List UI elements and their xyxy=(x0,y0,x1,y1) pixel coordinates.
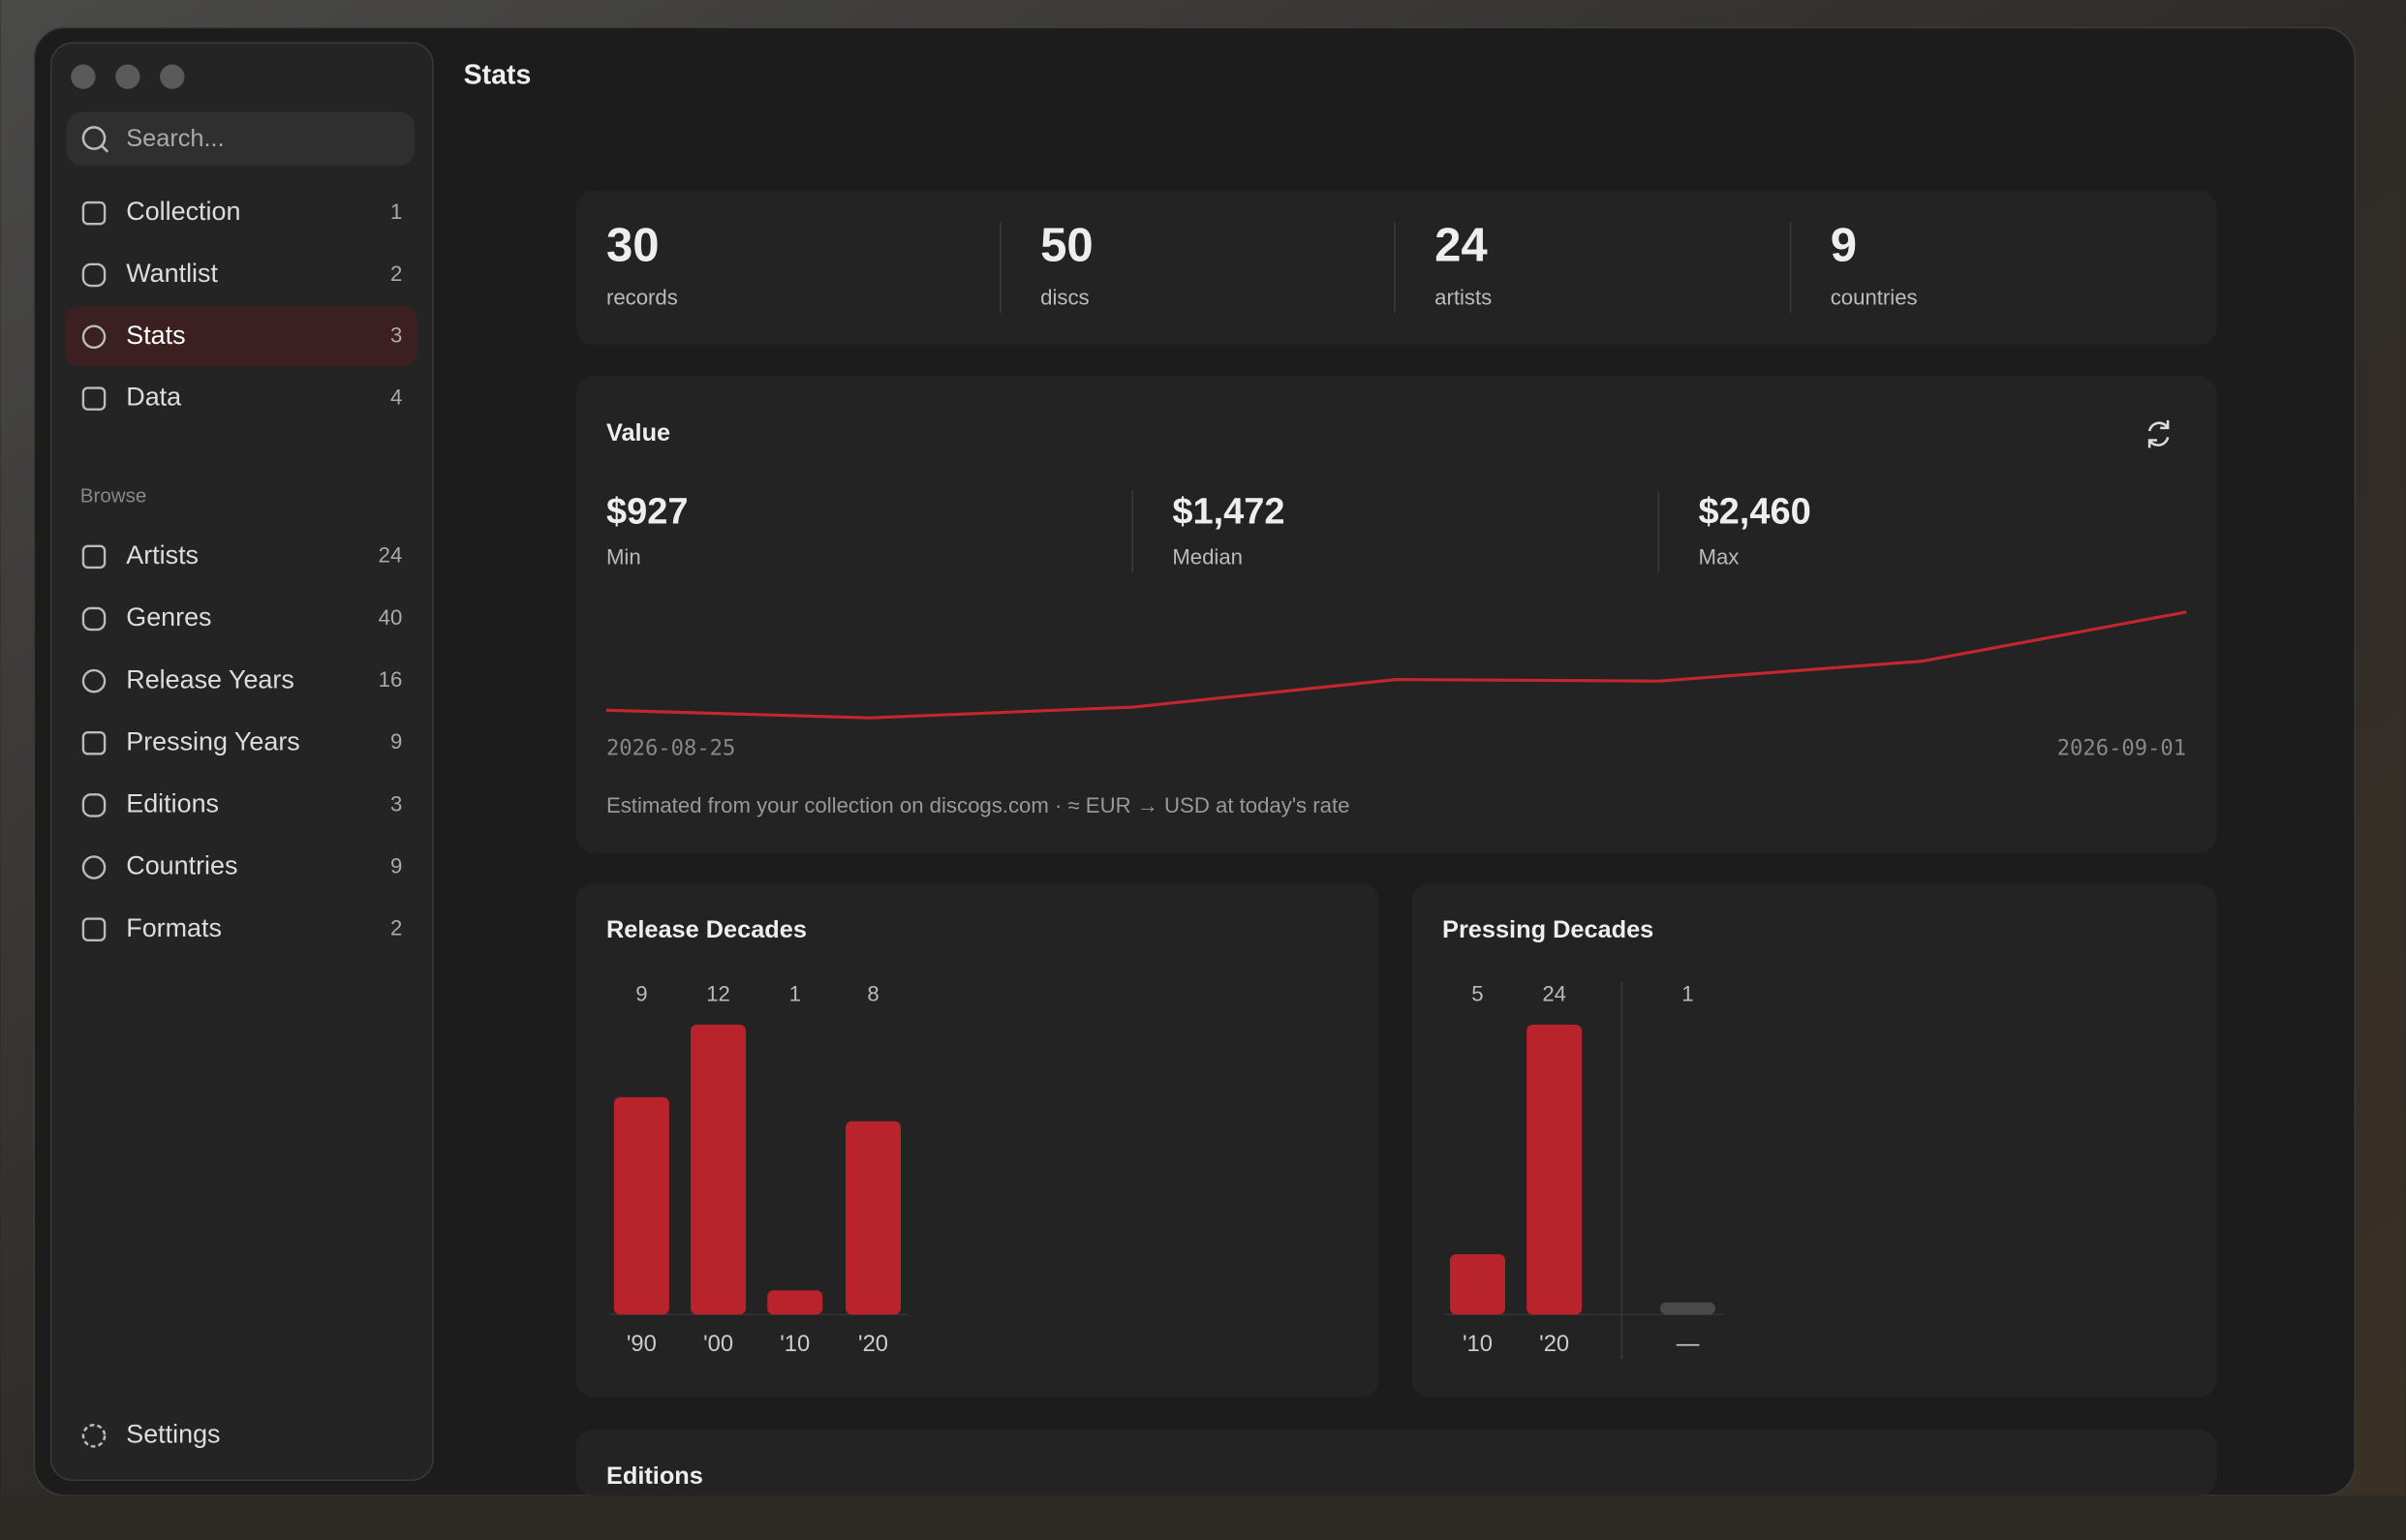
summary-label: discs xyxy=(1040,286,1089,310)
bar-value-label: 5 xyxy=(1471,982,1483,1006)
value-card xyxy=(575,375,2217,853)
nav-icon xyxy=(81,386,107,411)
bar-category-label: '20 xyxy=(858,1331,888,1357)
bar-value-label: 24 xyxy=(1542,982,1566,1006)
nav-active xyxy=(64,306,418,366)
nav-item[interactable]: Pressing Years xyxy=(126,726,300,755)
nav-item[interactable]: Collection xyxy=(126,197,240,226)
value-stat-label: Min xyxy=(606,544,641,569)
bar xyxy=(691,1024,747,1315)
nav-count: 2 xyxy=(390,262,402,286)
summary-value: 9 xyxy=(1831,220,1857,272)
summary-card xyxy=(575,190,2217,346)
value-stat: $927 xyxy=(606,492,689,533)
bar-category-label: '90 xyxy=(627,1331,657,1357)
bar xyxy=(767,1290,823,1315)
settings-icon xyxy=(81,1423,107,1448)
bar xyxy=(846,1121,902,1315)
nav-count: 4 xyxy=(390,385,402,409)
nav-icon xyxy=(81,606,107,631)
value-note: Estimated from your collection on discog… xyxy=(606,793,1350,817)
close-button[interactable] xyxy=(71,64,96,89)
summary-label: records xyxy=(606,286,678,310)
settings-link[interactable]: Settings xyxy=(126,1419,220,1448)
card-title: Release Decades xyxy=(606,916,807,943)
nav-item[interactable]: Wantlist xyxy=(126,259,218,288)
nav-item[interactable]: Release Years xyxy=(126,664,294,693)
nav-item[interactable]: Artists xyxy=(126,540,199,570)
nav-item[interactable]: Formats xyxy=(126,913,222,942)
summary-value: 50 xyxy=(1040,220,1094,272)
bar-value-label: 8 xyxy=(867,982,879,1006)
bar xyxy=(613,1096,669,1315)
x-start-label: 2026-08-25 xyxy=(606,735,735,760)
value-stat-label: Median xyxy=(1172,544,1243,569)
nav-item[interactable]: Countries xyxy=(126,851,237,880)
nav-count: 3 xyxy=(390,323,402,348)
refresh-button[interactable] xyxy=(2147,419,2170,448)
nav-icon xyxy=(81,544,107,570)
nav-icon xyxy=(81,855,107,879)
bar-category-label: '10 xyxy=(1463,1331,1493,1357)
value-stat: $2,460 xyxy=(1699,492,1811,533)
nav-icon xyxy=(81,324,107,350)
nav-count: 40 xyxy=(379,605,403,630)
bar-value-label: 9 xyxy=(635,982,647,1006)
nav-icon xyxy=(81,793,107,817)
nav-count: 9 xyxy=(390,729,402,754)
summary-label: artists xyxy=(1434,286,1492,310)
bar-category-label: '00 xyxy=(703,1331,733,1357)
nav-count: 2 xyxy=(390,916,402,940)
nav-count: 24 xyxy=(379,543,403,568)
section-heading: Browse xyxy=(80,485,147,508)
release-decades-card xyxy=(575,883,1380,1398)
nav-count: 3 xyxy=(390,791,402,816)
nav-icon xyxy=(81,668,107,693)
bar xyxy=(1527,1024,1583,1315)
bar xyxy=(1659,1302,1715,1315)
bar-category-label: '20 xyxy=(1539,1331,1569,1357)
search-box[interactable] xyxy=(66,111,415,167)
search-icon xyxy=(81,126,107,150)
nav-item[interactable]: Genres xyxy=(126,602,211,631)
search-icon xyxy=(101,144,109,153)
bar-value-label: 1 xyxy=(789,982,801,1006)
bar-category-label: '10 xyxy=(780,1331,810,1357)
desktop xyxy=(0,1495,2406,1540)
editions-card xyxy=(575,1429,2217,1496)
nav-icon xyxy=(81,262,107,288)
value-stat: $1,472 xyxy=(1172,492,1284,533)
value-line xyxy=(605,610,2187,720)
nav-count: 9 xyxy=(390,853,402,878)
summary-value: 30 xyxy=(606,220,660,272)
nav-icon xyxy=(81,917,107,941)
nav-icon xyxy=(81,200,107,226)
bar-value-label: 1 xyxy=(1681,982,1693,1006)
zoom-button[interactable] xyxy=(160,64,185,89)
nav-item[interactable]: Stats xyxy=(126,321,185,350)
summary-value: 24 xyxy=(1434,220,1488,272)
bar-value-label: 12 xyxy=(706,982,730,1006)
card-title: Pressing Decades xyxy=(1442,916,1653,943)
page-title: Stats xyxy=(464,60,532,91)
bar-category-label: — xyxy=(1677,1331,1700,1357)
x-end-label: 2026-09-01 xyxy=(2057,735,2186,760)
card-title: Editions xyxy=(606,1463,703,1490)
nav-item[interactable]: Data xyxy=(126,383,181,412)
value-stat-label: Max xyxy=(1699,544,1740,569)
nav-icon xyxy=(81,731,107,755)
nav-item[interactable]: Editions xyxy=(126,789,219,818)
sidebar xyxy=(49,42,434,1482)
minimize-button[interactable] xyxy=(115,64,140,89)
pressing-decades-card xyxy=(1411,883,2217,1398)
summary-label: countries xyxy=(1831,286,1918,310)
search-placeholder: Search... xyxy=(126,125,224,152)
nav-count: 16 xyxy=(379,667,403,692)
nav-count: 1 xyxy=(390,200,402,224)
bar xyxy=(1449,1253,1505,1315)
card-title: Value xyxy=(606,419,670,447)
